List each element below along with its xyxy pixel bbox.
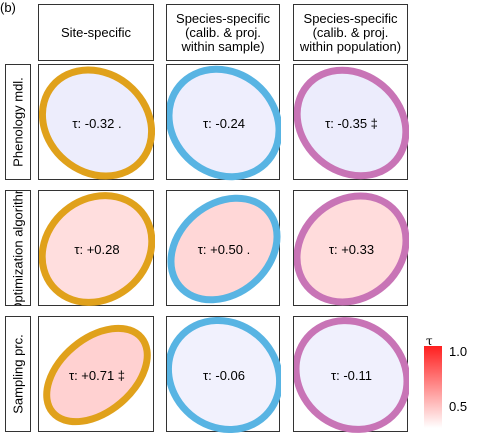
correlation-ellipse <box>43 324 151 426</box>
row-label-phenology-model: Phenology mdl. <box>5 64 31 180</box>
ellipse-plot: τ: -0.32 . <box>39 66 155 180</box>
tau-label: τ: -0.06 <box>203 368 245 383</box>
tau-label: τ: -0.32 . <box>72 116 121 131</box>
correlation-panel: τ: -0.32 . <box>38 64 155 180</box>
panel-label: (b) <box>0 0 16 15</box>
correlation-panel: τ: -0.35 ‡ <box>293 64 409 180</box>
ellipse-plot: τ: +0.28 <box>39 192 155 306</box>
correlation-ellipse <box>39 192 155 306</box>
correlation-panel: τ: +0.71 ‡ <box>38 316 154 432</box>
correlation-panel: τ: +0.28 <box>38 190 155 306</box>
column-header-within-population: Species-specific (calib. & proj. within … <box>293 4 408 61</box>
legend-tick-high: 1.0 <box>449 344 468 359</box>
tau-label: τ: -0.24 <box>203 116 245 131</box>
tau-label: τ: -0.35 ‡ <box>325 116 378 131</box>
correlation-ellipse <box>167 65 281 181</box>
correlation-panel: τ: -0.11 <box>293 316 409 433</box>
row-label-optimization-algorithm: Optimization algorithm <box>5 190 31 306</box>
tau-label: τ: -0.11 <box>331 368 372 383</box>
tau-label: τ: +0.71 ‡ <box>69 368 125 383</box>
row-label-sampling-procedure: Sampling prc. <box>5 316 31 432</box>
correlation-ellipse <box>167 194 281 304</box>
ellipse-plot: τ: -0.35 ‡ <box>294 66 409 180</box>
ellipse-plot: τ: -0.06 <box>167 317 281 433</box>
correlation-ellipse <box>294 66 409 180</box>
tau-label: τ: +0.50 . <box>198 242 250 257</box>
correlation-ellipse <box>294 192 409 306</box>
ellipse-plot: τ: -0.11 <box>294 317 409 433</box>
correlation-ellipse <box>39 66 155 180</box>
column-header-site-specific: Site-specific <box>38 4 154 61</box>
correlation-panel: τ: +0.50 . <box>166 190 281 306</box>
correlation-ellipse <box>294 317 409 433</box>
correlation-panel: τ: -0.06 <box>166 316 281 433</box>
ellipse-plot: τ: -0.24 <box>167 65 281 181</box>
tau-label: τ: +0.28 <box>74 242 119 257</box>
legend-colorbar <box>424 346 442 428</box>
tau-label: τ: +0.33 <box>329 242 374 257</box>
legend-tick-mid: 0.5 <box>449 399 468 414</box>
ellipse-plot: τ: +0.33 <box>294 192 409 306</box>
column-header-within-sample: Species-specific (calib. & proj. within … <box>166 4 280 61</box>
legend-title: τ <box>426 334 433 348</box>
ellipse-plot: τ: +0.71 ‡ <box>43 324 151 426</box>
correlation-panel: τ: -0.24 <box>166 64 281 181</box>
ellipse-plot: τ: +0.50 . <box>167 194 281 304</box>
correlation-panel: τ: +0.33 <box>293 190 409 306</box>
correlation-ellipse <box>167 317 281 433</box>
